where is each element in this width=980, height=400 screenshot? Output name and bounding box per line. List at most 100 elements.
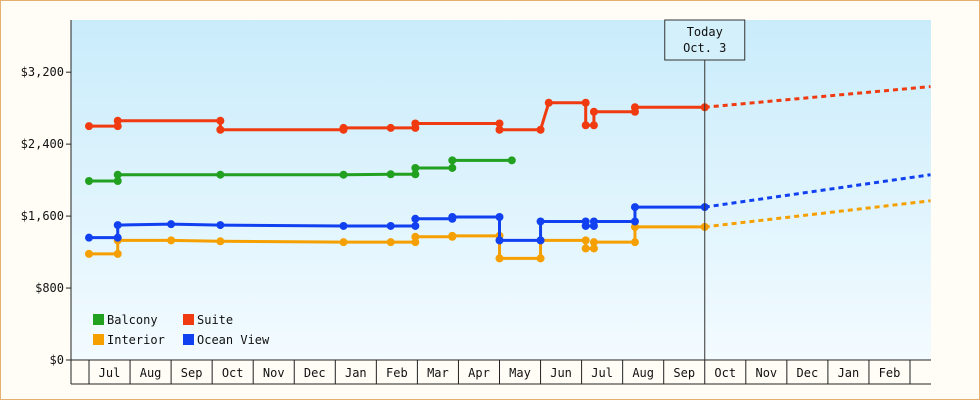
- legend-swatch-ocean-view: [183, 334, 194, 345]
- data-point: [581, 221, 590, 230]
- today-date: Oct. 3: [683, 41, 726, 55]
- data-point: [339, 123, 348, 132]
- data-point: [216, 170, 225, 179]
- plot-area: [71, 20, 931, 360]
- data-point: [630, 217, 639, 226]
- today-label: Today: [687, 25, 723, 39]
- projection-line-interior: [704, 199, 931, 229]
- data-point: [630, 203, 639, 212]
- data-point: [411, 221, 420, 230]
- data-point: [448, 163, 457, 172]
- data-point: [386, 170, 395, 179]
- data-point: [411, 214, 420, 223]
- data-point: [589, 217, 598, 226]
- data-point: [167, 236, 176, 245]
- data-point: [411, 119, 420, 128]
- data-point: [85, 177, 93, 186]
- month-label: Aug: [140, 366, 162, 380]
- month-label: Apr: [468, 366, 490, 380]
- data-point: [536, 125, 545, 134]
- data-point: [448, 231, 457, 240]
- data-point: [113, 249, 122, 258]
- month-label: Nov: [263, 366, 285, 380]
- data-point: [536, 217, 545, 226]
- month-label: Oct: [714, 366, 736, 380]
- data-point: [411, 232, 420, 241]
- data-point: [339, 221, 348, 230]
- data-point: [113, 233, 122, 242]
- data-point: [85, 233, 93, 242]
- month-label: Nov: [755, 366, 777, 380]
- data-point: [448, 156, 457, 165]
- month-label: Aug: [632, 366, 654, 380]
- data-point: [113, 221, 122, 230]
- y-tick-label: $0: [50, 353, 64, 367]
- month-label: Feb: [879, 366, 901, 380]
- data-point: [167, 220, 176, 229]
- data-point: [495, 125, 504, 134]
- y-tick-label: $3,200: [21, 65, 64, 79]
- data-point: [113, 177, 122, 186]
- data-point: [589, 238, 598, 247]
- data-point: [507, 156, 516, 165]
- projection-line-suite: [704, 85, 931, 109]
- month-label: Sep: [673, 366, 695, 380]
- data-point: [589, 107, 598, 116]
- data-point: [536, 236, 545, 245]
- data-point: [113, 170, 122, 179]
- month-label: Feb: [386, 366, 408, 380]
- data-point: [339, 238, 348, 247]
- month-label: Jul: [591, 366, 613, 380]
- data-point: [85, 249, 93, 258]
- month-label: Dec: [797, 366, 819, 380]
- data-point: [495, 119, 504, 128]
- data-point: [581, 98, 590, 107]
- data-point: [495, 236, 504, 245]
- data-point: [386, 238, 395, 247]
- data-point: [85, 122, 93, 131]
- data-point: [589, 121, 598, 130]
- legend-swatch-suite: [183, 314, 194, 325]
- data-point: [536, 254, 545, 263]
- month-label: Dec: [304, 366, 326, 380]
- data-point: [589, 244, 598, 253]
- month-label: Jan: [345, 366, 367, 380]
- legend-label: Balcony: [107, 313, 158, 327]
- legend-label: Ocean View: [197, 333, 270, 347]
- data-point: [216, 125, 225, 134]
- data-point: [544, 98, 553, 107]
- projection-line-ocean-view: [704, 173, 931, 209]
- data-point: [581, 236, 590, 245]
- data-point: [448, 212, 457, 221]
- month-label: Oct: [222, 366, 244, 380]
- data-point: [581, 244, 590, 253]
- data-point: [411, 170, 420, 179]
- month-label: Jun: [550, 366, 572, 380]
- data-point: [630, 103, 639, 112]
- today-box: [664, 19, 746, 61]
- y-tick-label: $800: [35, 281, 64, 295]
- month-label: Sep: [181, 366, 203, 380]
- data-point: [216, 237, 225, 246]
- data-point: [411, 163, 420, 172]
- data-point: [581, 121, 590, 130]
- month-label: Jan: [838, 366, 860, 380]
- y-tick-label: $1,600: [21, 209, 64, 223]
- month-label: Mar: [427, 366, 449, 380]
- legend-swatch-balcony: [93, 314, 104, 325]
- data-point: [386, 221, 395, 230]
- data-point: [495, 254, 504, 263]
- data-point: [386, 123, 395, 132]
- data-point: [216, 116, 225, 125]
- data-point: [113, 116, 122, 125]
- month-label: Jul: [99, 366, 121, 380]
- legend-label: Interior: [107, 333, 165, 347]
- legend-swatch-interior: [93, 334, 104, 345]
- legend-label: Suite: [197, 313, 233, 327]
- month-label: May: [509, 366, 531, 380]
- data-point: [495, 212, 504, 221]
- data-point: [216, 221, 225, 230]
- data-point: [339, 170, 348, 179]
- data-point: [630, 238, 639, 247]
